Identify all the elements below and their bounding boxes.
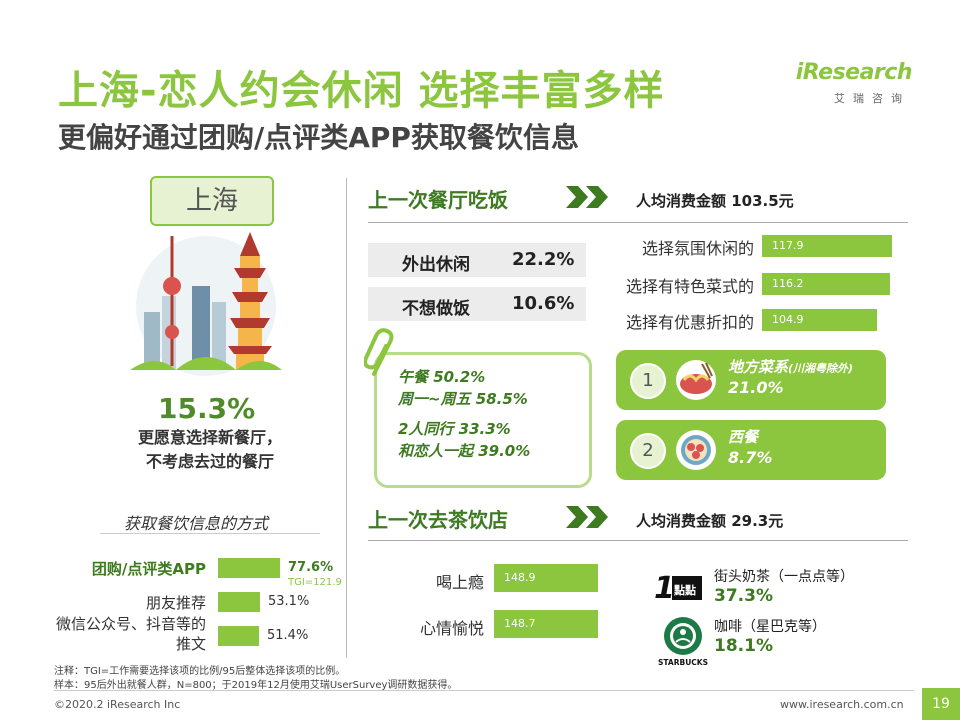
info-method-tgi: TGI=121.9 — [288, 577, 342, 588]
reason-value: 22.2% — [512, 249, 575, 270]
info-method-label: 团购/点评类APP — [91, 560, 206, 578]
tgi-bar-label: 选择氛围休闲的 — [641, 239, 754, 258]
svg-text:點點: 點點 — [673, 583, 696, 597]
page-number: 19 — [922, 688, 960, 720]
highlight-desc-line-2: 不考虑去过的餐厅 — [145, 452, 274, 471]
highlight-percentage: 15.3% — [158, 392, 256, 425]
page-subtitle: 更偏好通过团购/点评类APP获取餐饮信息 — [58, 121, 579, 154]
divider — [368, 222, 908, 223]
website-url: www.iresearch.com.cn — [780, 698, 904, 711]
info-method-value: 53.1% — [268, 594, 310, 609]
divider — [368, 540, 908, 541]
starbucks-logo-icon: STARBUCKS — [658, 617, 708, 667]
dish-card-2: 2 西餐 8.7% — [616, 420, 886, 480]
tgi-bar: 104.9 — [762, 309, 877, 331]
tgi-bar: 116.2 — [762, 273, 890, 295]
reason-label: 外出休闲 — [402, 255, 470, 275]
svg-text:1: 1 — [654, 571, 675, 606]
info-method-bar — [218, 626, 259, 646]
brand-percentage: 37.3% — [714, 586, 773, 606]
dish-percentage: 8.7% — [728, 448, 773, 467]
tgi-bar-label: 选择有优惠折扣的 — [625, 313, 754, 332]
rank-badge: 1 — [630, 363, 666, 399]
paperclip-icon — [364, 328, 394, 376]
info-method-label: 微信公众号、抖音等的推文 — [56, 615, 207, 653]
rank-badge: 2 — [630, 433, 666, 469]
info-methods-title: 获取餐饮信息的方式 — [124, 514, 269, 533]
city-label: 上海 — [150, 176, 274, 226]
highlight-description: 更愿意选择新餐厅， 不考虑去过的餐厅 — [100, 426, 320, 474]
double-chevron-icon — [566, 506, 608, 528]
shanghai-skyline-icon — [130, 232, 282, 376]
tgi-bar: 148.7 — [494, 610, 598, 638]
page-title: 上海-恋人约会休闲 选择丰富多样 — [58, 68, 665, 114]
highlight-desc-line-1: 更愿意选择新餐厅， — [137, 428, 282, 447]
yidiandian-logo-icon: 1 點點 — [654, 571, 702, 606]
stat-line: 午餐 50.2% — [398, 368, 486, 386]
brand-name: 街头奶茶（一点点等） — [714, 569, 854, 585]
stat-line: 和恋人一起 39.0% — [398, 442, 531, 460]
dish-name: 地方菜系(川湘粤除外) — [728, 356, 853, 377]
tgi-bar: 117.9 — [762, 235, 892, 257]
info-method-value: 51.4% — [267, 628, 309, 643]
double-chevron-icon — [566, 186, 608, 208]
divider — [100, 533, 320, 534]
dish-name-note: (川湘粤除外) — [788, 362, 854, 375]
restaurant-stats-card — [374, 352, 592, 488]
tgi-bar-label: 心情愉悦 — [419, 619, 484, 638]
reason-box-leisure: 外出休闲 22.2% — [368, 243, 586, 277]
info-method-bar — [218, 558, 280, 578]
dish-name: 西餐 — [728, 426, 758, 447]
logo-brand: iResearch — [795, 60, 913, 85]
divider — [54, 690, 914, 691]
dish-percentage: 21.0% — [728, 378, 784, 397]
dish-name-text: 西餐 — [728, 428, 759, 446]
info-method-bar — [218, 592, 260, 612]
pasta-plate-icon — [676, 430, 716, 470]
tgi-bar-label: 选择有特色菜式的 — [625, 277, 754, 296]
tgi-bar: 148.9 — [494, 564, 598, 592]
stat-line: 周一~周五 58.5% — [398, 390, 528, 408]
iresearch-logo: iResearch 艾瑞咨询 — [792, 60, 913, 108]
copyright: ©2020.2 iResearch Inc — [54, 698, 181, 711]
brand-name: 咖啡（星巴克等） — [714, 619, 826, 635]
reason-value: 10.6% — [512, 293, 575, 314]
tea-section-title: 上一次去茶饮店 — [368, 508, 508, 532]
svg-text:STARBUCKS: STARBUCKS — [658, 658, 708, 667]
restaurant-section-title: 上一次餐厅吃饭 — [368, 188, 508, 212]
info-method-value: 77.6% — [288, 560, 334, 575]
brand-percentage: 18.1% — [714, 636, 773, 656]
reason-box-no-cooking: 不想做饭 10.6% — [368, 287, 586, 321]
reason-label: 不想做饭 — [402, 299, 470, 319]
tgi-bar-label: 喝上瘾 — [435, 573, 484, 592]
restaurant-avg-spend: 人均消费金额 103.5元 — [636, 192, 794, 210]
noodle-bowl-icon — [676, 360, 716, 400]
logo-sub: 艾瑞咨询 — [834, 92, 910, 105]
note-sample: 样本：95后外出就餐人群，N=800；于2019年12月使用艾瑞UserSurv… — [54, 680, 458, 691]
tea-avg-spend: 人均消费金额 29.3元 — [636, 512, 784, 530]
dish-card-1: 1 地方菜系(川湘粤除外) 21.0% — [616, 350, 886, 410]
stat-line: 2人同行 33.3% — [398, 420, 511, 438]
note-definition: 注释：TGI=工作需要选择该项的比例/95后整体选择该项的比例。 — [54, 666, 346, 677]
dish-name-text: 地方菜系 — [728, 358, 789, 376]
info-method-label: 朋友推荐 — [145, 594, 206, 612]
divider — [346, 178, 347, 658]
